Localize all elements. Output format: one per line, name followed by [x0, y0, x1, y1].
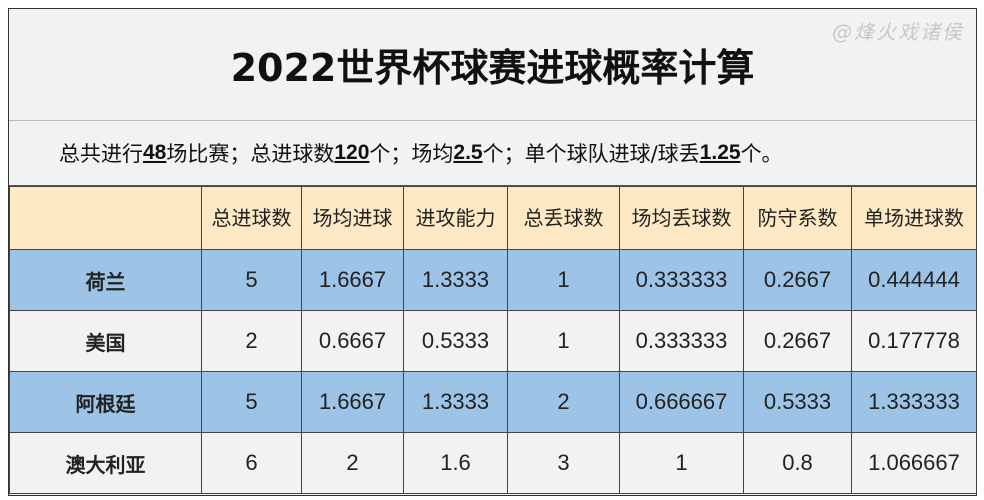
- table-cell: 0.2667: [743, 249, 852, 311]
- summary-line: 总共进行 48 场比赛；总进球数 120 个；场均 2.5 个；单个球队进球/球丢 1.25 个…: [9, 121, 976, 186]
- stats-table: 总进球数 场均进球 进攻能力 总丢球数 场均丢球数 防守系数 单场进球数 荷兰 5…: [9, 186, 977, 494]
- page-title: 2022世界杯球赛进球概率计算: [9, 9, 976, 121]
- table-cell: 0.6667: [301, 310, 404, 372]
- table-row: 荷兰 5 1.6667 1.3333 1 0.333333 0.2667 0.444444: [9, 249, 977, 311]
- table-cell: 0.5333: [403, 310, 508, 372]
- summary-text: 总共进行: [59, 142, 143, 166]
- team-name: 阿根廷: [9, 371, 202, 433]
- table-cell: 0.333333: [619, 310, 744, 372]
- column-header: 场均丢球数: [619, 186, 744, 250]
- table-cell: 0.5333: [743, 371, 852, 433]
- table-cell: 6: [201, 432, 302, 494]
- table-cell: 1.6667: [301, 249, 404, 311]
- team-avg-value: 1.25: [699, 141, 741, 164]
- table-row: 阿根廷 5 1.6667 1.3333 2 0.666667 0.5333 1.333333: [9, 371, 977, 433]
- table-cell: 0.666667: [619, 371, 744, 433]
- column-header: 单场进球数: [851, 186, 977, 250]
- avg-value: 2.5: [453, 141, 483, 164]
- table-cell: 1.3333: [403, 249, 508, 311]
- table-cell: 1.333333: [851, 371, 977, 433]
- team-name: 澳大利亚: [9, 432, 202, 494]
- column-header: 总丢球数: [507, 186, 620, 250]
- table-cell: 1.6: [403, 432, 508, 494]
- summary-text: 个；单个球队进球/球丢: [482, 142, 700, 166]
- table-cell: 2: [301, 432, 404, 494]
- summary-text: 场比赛；总进球数: [166, 142, 335, 166]
- table-cell: 1: [619, 432, 744, 494]
- table-cell: 1.3333: [403, 371, 508, 433]
- table-cell: 2: [507, 371, 620, 433]
- table-cell: 5: [201, 249, 302, 311]
- column-header: 总进球数: [201, 186, 302, 250]
- table-row: 澳大利亚 6 2 1.6 3 1 0.8 1.066667: [9, 432, 977, 494]
- table-row: 美国 2 0.6667 0.5333 1 0.333333 0.2667 0.177778: [9, 310, 977, 372]
- table-cell: 1.6667: [301, 371, 404, 433]
- column-header: 场均进球: [301, 186, 404, 250]
- table-cell: 3: [507, 432, 620, 494]
- table-cell: 1: [507, 310, 620, 372]
- spreadsheet: 2022世界杯球赛进球概率计算 总共进行 48 场比赛；总进球数 120 个；场均 2.5…: [8, 8, 977, 496]
- team-name: 荷兰: [9, 249, 202, 311]
- table-cell: 0.8: [743, 432, 852, 494]
- table-cell: 0.444444: [851, 249, 977, 311]
- header-row: 总进球数 场均进球 进攻能力 总丢球数 场均丢球数 防守系数 单场进球数: [9, 186, 977, 250]
- summary-text: 个；场均: [369, 142, 454, 166]
- team-name: 美国: [9, 310, 202, 372]
- table-cell: 0.177778: [851, 310, 977, 372]
- column-header: 进攻能力: [403, 186, 508, 250]
- table-cell: 1: [507, 249, 620, 311]
- table-cell: 0.333333: [619, 249, 744, 311]
- table-cell: 5: [201, 371, 302, 433]
- table-cell: 0.2667: [743, 310, 852, 372]
- table-cell: 2: [201, 310, 302, 372]
- matches-value: 48: [143, 141, 167, 164]
- table-cell: 1.066667: [851, 432, 977, 494]
- watermark: @烽火戏诸侯: [832, 20, 964, 44]
- column-header: [9, 186, 202, 250]
- column-header: 防守系数: [743, 186, 852, 250]
- goals-value: 120: [334, 141, 370, 164]
- summary-text: 个。: [740, 142, 783, 166]
